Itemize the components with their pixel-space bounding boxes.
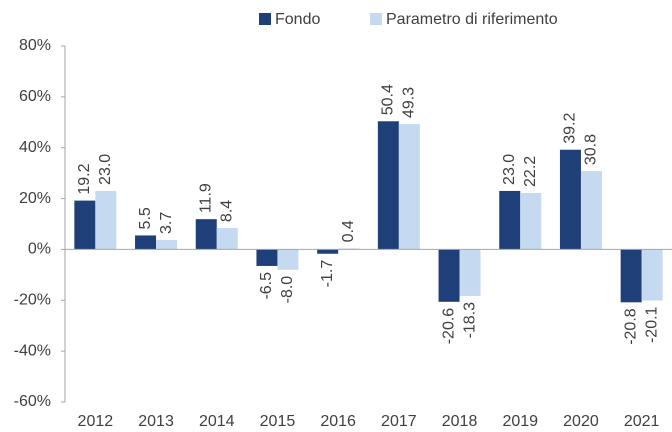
data-label: 5.5 bbox=[137, 207, 154, 229]
bar bbox=[256, 249, 278, 266]
legend-swatch bbox=[370, 13, 382, 25]
bar bbox=[156, 240, 178, 250]
bar bbox=[135, 235, 157, 250]
bar bbox=[317, 249, 339, 254]
data-label: 30.8 bbox=[583, 134, 600, 165]
x-tick-label: 2019 bbox=[502, 413, 538, 430]
bar bbox=[499, 190, 521, 250]
data-label: 23.0 bbox=[97, 154, 114, 185]
bar bbox=[559, 149, 581, 250]
bar bbox=[620, 249, 642, 303]
data-label: -1.7 bbox=[319, 260, 336, 288]
x-tick-label: 2018 bbox=[442, 413, 478, 430]
x-tick-label: 2013 bbox=[138, 413, 174, 430]
data-label: 49.3 bbox=[401, 87, 418, 118]
data-label: 19.2 bbox=[76, 163, 93, 194]
legend-swatch bbox=[259, 13, 271, 25]
bar bbox=[74, 200, 96, 250]
bar bbox=[520, 192, 542, 250]
bar bbox=[195, 219, 217, 250]
data-label: 50.4 bbox=[380, 84, 397, 115]
data-label: -20.1 bbox=[643, 306, 660, 343]
bar bbox=[216, 228, 238, 250]
y-tick-label: 0% bbox=[28, 241, 51, 258]
x-tick-label: 2016 bbox=[320, 413, 356, 430]
bar bbox=[580, 171, 602, 250]
data-label: -18.3 bbox=[461, 302, 478, 339]
bar bbox=[377, 121, 399, 250]
bar bbox=[459, 249, 481, 296]
y-tick-label: -40% bbox=[14, 342, 51, 359]
data-label: 8.4 bbox=[218, 200, 235, 222]
bar bbox=[438, 249, 460, 302]
y-tick-label: 40% bbox=[19, 139, 51, 156]
x-tick-label: 2012 bbox=[78, 413, 114, 430]
data-label: -20.8 bbox=[622, 308, 639, 345]
bar bbox=[277, 249, 299, 270]
y-tick-label: -20% bbox=[14, 292, 51, 309]
data-label: 22.2 bbox=[522, 156, 539, 187]
data-label: 3.7 bbox=[158, 212, 175, 234]
bar bbox=[398, 124, 420, 250]
x-tick-label: 2014 bbox=[199, 413, 235, 430]
data-label: 0.4 bbox=[340, 220, 357, 242]
bar bbox=[641, 249, 663, 301]
y-tick-label: 60% bbox=[19, 88, 51, 105]
data-label: -6.5 bbox=[258, 272, 275, 300]
x-tick-label: 2020 bbox=[563, 413, 599, 430]
data-label: 39.2 bbox=[562, 113, 579, 144]
x-tick-label: 2021 bbox=[624, 413, 660, 430]
bar bbox=[338, 248, 360, 250]
y-tick-label: 80% bbox=[19, 37, 51, 54]
data-label: -8.0 bbox=[279, 276, 296, 304]
legend-label: Parametro di riferimento bbox=[386, 11, 558, 28]
y-tick-label: 20% bbox=[19, 190, 51, 207]
y-tick-label: -60% bbox=[14, 393, 51, 410]
bar bbox=[95, 190, 117, 250]
data-label: 23.0 bbox=[501, 154, 518, 185]
legend-label: Fondo bbox=[275, 11, 320, 28]
x-tick-label: 2015 bbox=[260, 413, 296, 430]
data-label: -20.6 bbox=[440, 308, 457, 345]
x-tick-label: 2017 bbox=[381, 413, 417, 430]
data-label: 11.9 bbox=[197, 183, 214, 213]
